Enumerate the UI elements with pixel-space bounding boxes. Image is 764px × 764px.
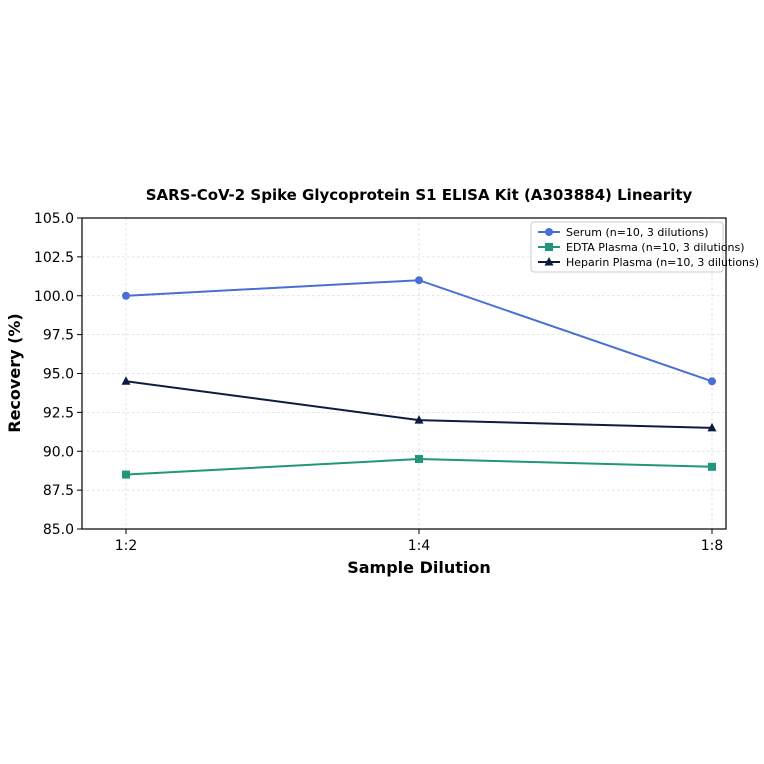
data-point — [708, 462, 716, 471]
data-point — [414, 415, 424, 424]
legend-box — [530, 221, 724, 273]
data-point — [122, 291, 130, 300]
chart-title: SARS-CoV-2 Spike Glycoprotein S1 ELISA K… — [146, 186, 693, 204]
legend-label: Serum (n=10, 3 dilutions) — [566, 226, 709, 239]
series-1 — [122, 276, 716, 386]
y-axis-label: Recovery (%) — [5, 313, 24, 432]
y-tick-label: 92.5 — [43, 405, 74, 421]
x-tick-label: 1:8 — [701, 538, 724, 554]
legend-item: EDTA Plasma (n=10, 3 dilutions) — [538, 241, 745, 254]
y-tick-label: 95.0 — [43, 367, 74, 383]
series-3 — [121, 376, 717, 432]
legend-label: EDTA Plasma (n=10, 3 dilutions) — [566, 241, 745, 254]
data-point — [708, 377, 716, 386]
y-tick-label: 102.5 — [34, 250, 74, 266]
legend-marker — [544, 257, 554, 266]
legend-marker — [545, 228, 553, 236]
legend-item: Heparin Plasma (n=10, 3 dilutions) — [538, 256, 759, 269]
legend-item: Serum (n=10, 3 dilutions) — [538, 226, 709, 239]
data-point — [122, 470, 130, 479]
data-point — [415, 276, 423, 285]
series-layer — [121, 276, 717, 479]
y-tick-label: 105.0 — [34, 211, 74, 227]
y-tick-label: 100.0 — [34, 289, 74, 305]
y-tick-label: 97.5 — [43, 328, 74, 344]
x-axis-label: Sample Dilution — [347, 558, 491, 577]
legend-marker — [545, 243, 553, 251]
x-axis-ticks: 1:2 1:4 1:8 — [115, 529, 724, 554]
x-tick-label: 1:4 — [408, 538, 431, 554]
series-2 — [122, 455, 716, 479]
legend: Serum (n=10, 3 dilutions) EDTA Plasma (n=… — [530, 221, 759, 273]
data-point — [415, 455, 423, 464]
legend-label: Heparin Plasma (n=10, 3 dilutions) — [566, 256, 759, 269]
y-tick-label: 90.0 — [43, 444, 74, 460]
y-tick-label: 85.0 — [43, 522, 74, 538]
y-axis-ticks: 85.0 87.5 90.0 92.5 95.0 97.5 100.0 102.5 105.0 — [34, 211, 82, 538]
x-tick-label: 1:2 — [115, 538, 138, 554]
data-point — [121, 376, 131, 385]
y-tick-label: 87.5 — [43, 483, 74, 499]
data-point — [707, 422, 717, 432]
